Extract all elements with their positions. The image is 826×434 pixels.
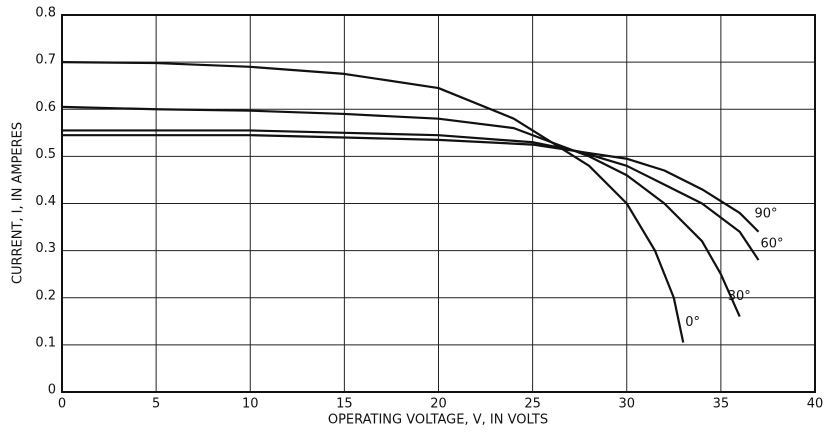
x-tick-label: 25 — [524, 397, 541, 412]
y-axis-title: CURRENT, I, IN AMPERES — [11, 122, 26, 284]
x-tick-label: 40 — [807, 397, 824, 412]
y-tick-label: 0.8 — [35, 6, 56, 21]
line — [61, 61, 685, 343]
y-tick-label: 0.5 — [35, 147, 56, 162]
x-tick-label: 10 — [242, 397, 259, 412]
line — [62, 134, 760, 233]
line-label: 0° — [685, 315, 700, 330]
y-tick-label: 0.6 — [35, 100, 56, 115]
y-tick-label: 0.1 — [35, 335, 56, 350]
y-tick-label: 0.7 — [35, 53, 56, 68]
x-tick-label: 20 — [430, 397, 447, 412]
x-tick-label: 5 — [152, 397, 160, 412]
line-label: 60° — [761, 237, 784, 252]
y-tick-label: 0 — [48, 383, 56, 398]
line — [61, 105, 741, 318]
x-axis-title: OPERATING VOLTAGE, V, IN VOLTS — [328, 413, 548, 428]
line-label: 90° — [755, 206, 778, 221]
y-tick-label: 0.3 — [35, 241, 56, 256]
line-label: 30° — [728, 289, 751, 304]
plot-frame — [61, 14, 816, 393]
y-tick-label: 0.2 — [35, 288, 56, 303]
x-tick-label: 0 — [58, 397, 66, 412]
y-tick-label: 0.4 — [35, 194, 56, 209]
x-tick-label: 30 — [618, 397, 635, 412]
x-tick-label: 35 — [713, 397, 730, 412]
x-tick-label: 15 — [336, 397, 353, 412]
